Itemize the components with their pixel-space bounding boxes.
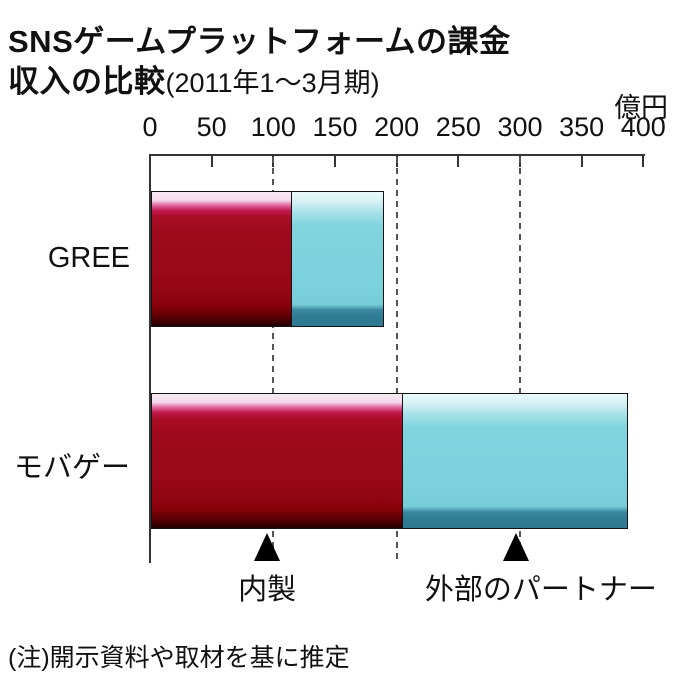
x-axis-tick-label: 150 — [312, 112, 358, 142]
annotation-arrow-icon — [503, 533, 530, 561]
x-axis-tick-mark — [333, 156, 336, 167]
bar-row-GREE — [150, 190, 384, 327]
axis-unit-label: 億円 — [614, 93, 668, 123]
x-axis-tick-label: 100 — [250, 112, 296, 142]
bar-segment-外部のパートナー — [402, 393, 628, 530]
x-axis-line — [148, 154, 645, 156]
bar-segment-外部のパートナー — [291, 190, 384, 327]
x-axis-tick-label: 300 — [497, 112, 543, 142]
x-axis-tick-label: 250 — [435, 112, 481, 142]
x-axis-tick-mark — [457, 156, 460, 167]
x-axis-tick-label: 400 — [620, 112, 666, 142]
x-axis-tick-label: 0 — [142, 112, 158, 142]
bar-row-モバゲー — [150, 393, 628, 530]
annotation-label: 外部のパートナー — [424, 574, 657, 606]
gridline-dashed — [272, 157, 275, 563]
x-axis-tick-label: 350 — [559, 112, 605, 142]
gridline-dashed — [518, 157, 521, 563]
chart-title-line1: SNSゲームプラットフォームの課金 — [8, 24, 511, 59]
x-axis-tick-mark — [642, 156, 645, 167]
footnote: (注)開示資料や取材を基に推定 — [8, 644, 350, 672]
annotation-label: 内製 — [238, 574, 297, 606]
x-axis-tick-mark — [210, 156, 213, 167]
x-axis-tick-label: 50 — [196, 112, 227, 142]
chart-title-line2: 収入の比較(2011年1～3月期) — [8, 56, 380, 101]
chart-title-line2-text: 収入の比較 — [8, 64, 166, 99]
annotation-arrow-icon — [254, 533, 281, 561]
bar-segment-内製 — [150, 190, 293, 327]
gridline-dashed — [395, 157, 398, 563]
category-label-GREE: GREE — [47, 241, 130, 274]
y-axis-baseline — [149, 154, 151, 563]
chart-title-period: (2011年1～3月期) — [165, 68, 380, 98]
x-axis-tick-label: 200 — [374, 112, 420, 142]
bar-segment-内製 — [150, 393, 404, 530]
category-label-モバゲー: モバゲー — [13, 452, 130, 485]
x-axis-tick-mark — [580, 156, 583, 167]
